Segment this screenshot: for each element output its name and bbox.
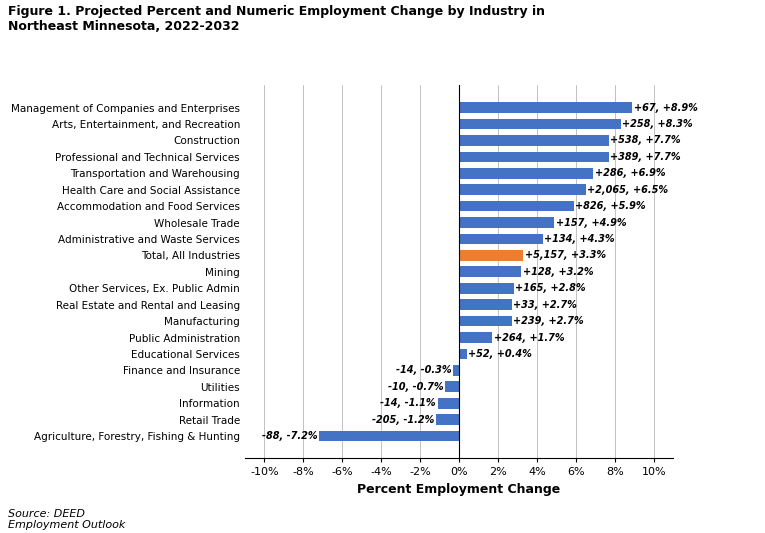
Text: -10, -0.7%: -10, -0.7%	[388, 382, 444, 392]
Bar	[459, 102, 633, 113]
Bar	[459, 332, 492, 343]
Bar	[459, 201, 574, 212]
Text: -205, -1.2%: -205, -1.2%	[372, 415, 434, 425]
Text: +389, +7.7%: +389, +7.7%	[610, 152, 681, 162]
Bar	[319, 431, 459, 441]
Bar	[459, 233, 542, 244]
Text: Figure 1. Projected Percent and Numeric Employment Change by Industry in
Northea: Figure 1. Projected Percent and Numeric …	[8, 5, 545, 34]
Bar	[459, 349, 467, 359]
X-axis label: Percent Employment Change: Percent Employment Change	[357, 483, 561, 496]
Text: +128, +3.2%: +128, +3.2%	[522, 267, 594, 277]
Text: +134, +4.3%: +134, +4.3%	[544, 234, 615, 244]
Bar	[459, 300, 512, 310]
Bar	[459, 250, 523, 261]
Bar	[435, 414, 459, 425]
Bar	[459, 151, 609, 162]
Text: Source: DEED
Employment Outlook: Source: DEED Employment Outlook	[8, 508, 125, 530]
Text: +286, +6.9%: +286, +6.9%	[595, 168, 666, 178]
Text: +5,157, +3.3%: +5,157, +3.3%	[525, 251, 606, 261]
Text: +52, +0.4%: +52, +0.4%	[468, 349, 532, 359]
Text: +258, +8.3%: +258, +8.3%	[622, 119, 693, 129]
Text: +264, +1.7%: +264, +1.7%	[493, 333, 565, 343]
Bar	[459, 283, 513, 294]
Text: +33, +2.7%: +33, +2.7%	[513, 300, 577, 310]
Text: +157, +4.9%: +157, +4.9%	[556, 217, 627, 228]
Bar	[459, 184, 585, 195]
Text: +2,065, +6.5%: +2,065, +6.5%	[587, 185, 669, 195]
Text: -88, -7.2%: -88, -7.2%	[262, 431, 317, 441]
Bar	[459, 217, 555, 228]
Bar	[453, 365, 459, 376]
Bar	[459, 316, 512, 326]
Bar	[459, 119, 620, 130]
Bar	[459, 168, 594, 179]
Text: +538, +7.7%: +538, +7.7%	[610, 135, 681, 146]
Text: +239, +2.7%: +239, +2.7%	[513, 316, 584, 326]
Text: +67, +8.9%: +67, +8.9%	[634, 102, 698, 112]
Bar	[445, 382, 459, 392]
Bar	[438, 398, 459, 409]
Text: +165, +2.8%: +165, +2.8%	[515, 283, 586, 293]
Text: -14, -1.1%: -14, -1.1%	[380, 398, 436, 408]
Text: +826, +5.9%: +826, +5.9%	[575, 201, 646, 211]
Text: -14, -0.3%: -14, -0.3%	[396, 366, 451, 375]
Bar	[459, 266, 521, 277]
Bar	[459, 135, 609, 146]
